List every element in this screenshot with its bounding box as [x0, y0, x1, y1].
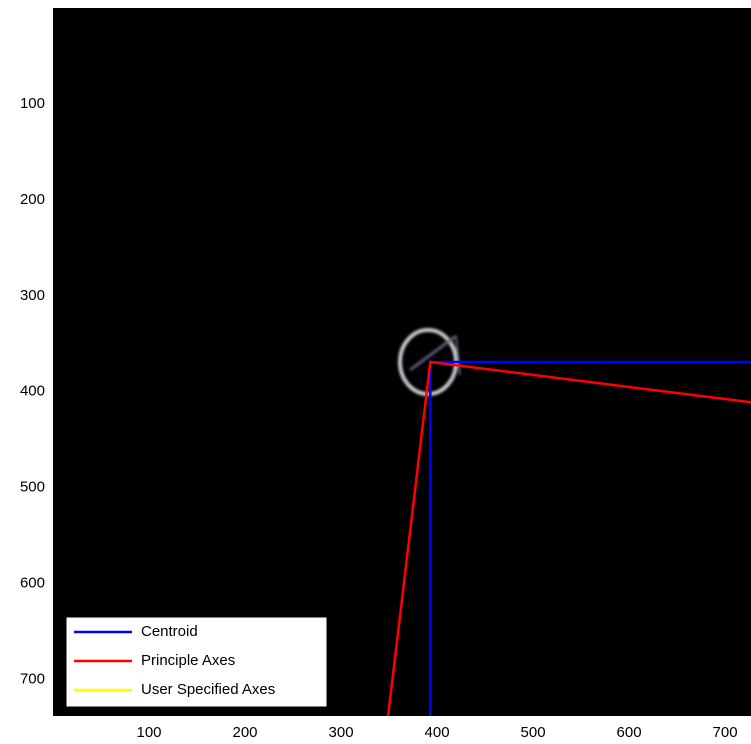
- x-tick-label: 200: [233, 724, 258, 741]
- x-tick-label: 300: [329, 724, 354, 741]
- y-tick-label: 300: [20, 287, 45, 304]
- x-tick-label: 400: [425, 724, 450, 741]
- x-tick-label: 500: [521, 724, 546, 741]
- x-tick-label: 700: [713, 724, 738, 741]
- figure: Centroid Principle Axes User Specified Axe…: [0, 0, 751, 744]
- legend-label: Centroid: [141, 623, 198, 640]
- legend-label: User Specified Axes: [141, 681, 275, 698]
- x-tick-label: 100: [136, 724, 161, 741]
- y-tick-label: 700: [20, 671, 45, 688]
- y-tick-label: 400: [20, 383, 45, 400]
- x-tick-label: 600: [617, 724, 642, 741]
- y-tick-label: 600: [20, 575, 45, 592]
- page: {"chart_data": {"type": "line", "xlim": …: [0, 0, 751, 744]
- y-tick-label: 100: [20, 95, 45, 112]
- legend-label: Principle Axes: [141, 652, 235, 669]
- y-tick-label: 200: [20, 191, 45, 208]
- y-tick-label: 500: [20, 479, 45, 496]
